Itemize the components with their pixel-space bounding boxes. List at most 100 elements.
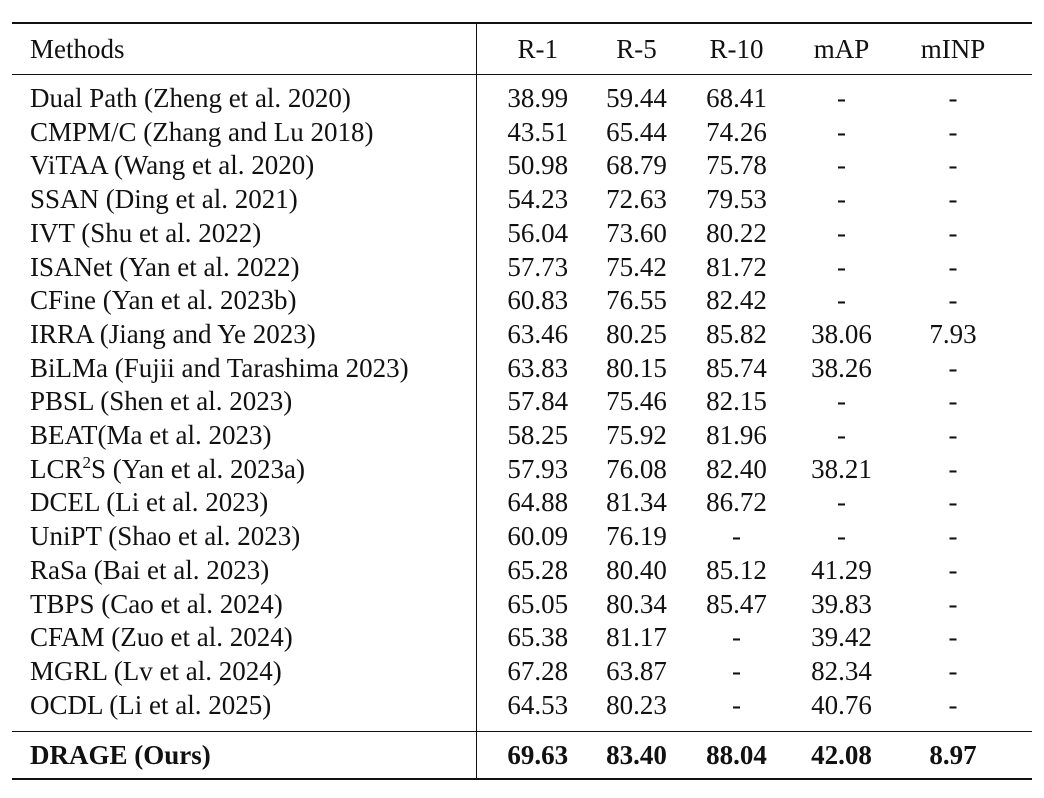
cell-r10: 86.72 [706, 487, 767, 518]
cell-map: - [837, 150, 846, 181]
ours-r1: 69.63 [507, 740, 569, 771]
cell-method: UniPT (Shao et al. 2023) [12, 520, 477, 554]
table-row: UniPT (Shao et al. 2023) 60.09 76.19 - - - [12, 520, 1032, 554]
cell-minp: - [948, 554, 958, 585]
cell-minp: 7.93 [929, 318, 977, 349]
table-row: CFine (Yan et al. 2023b) 60.83 76.55 82.42 -… [12, 284, 1032, 318]
cell-r5: 75.46 [606, 386, 667, 417]
table-row: LCR2S (Yan et al. 2023a) 57.93 76.08 82.40 3… [12, 452, 1032, 487]
cell-method: BEAT(Ma et al. 2023) [12, 419, 477, 453]
cell-r1: 65.28 [507, 554, 569, 585]
cell-map: - [837, 83, 846, 113]
cell-map: 41.29 [811, 554, 872, 585]
cell-method: Dual Path (Zheng et al. 2020) [12, 82, 477, 116]
cell-r10: 82.40 [706, 453, 767, 484]
cell-minp: - [948, 217, 958, 248]
ours-method: DRAGE (Ours) [12, 732, 477, 779]
ours-minp: 8.97 [929, 740, 977, 771]
table-row: BEAT(Ma et al. 2023) 58.25 75.92 81.96 - - [12, 419, 1032, 453]
cell-map: 82.34 [811, 655, 872, 686]
cell-map: - [837, 285, 846, 316]
cell-method: RaSa (Bai et al. 2023) [12, 553, 477, 588]
cell-r5: 72.63 [606, 184, 667, 215]
cell-method: ViTAA (Wang et al. 2020) [12, 149, 477, 184]
table-row: PBSL (Shen et al. 2023) 57.84 75.46 82.15 - - [12, 385, 1032, 420]
cell-method: TBPS (Cao et al. 2024) [12, 587, 477, 622]
cell-r1: 64.88 [507, 487, 569, 518]
cell-r10: 85.82 [706, 318, 767, 349]
cell-r1: 43.51 [507, 116, 569, 147]
cell-method: BiLMa (Fujii and Tarashima 2023) [12, 351, 477, 386]
cell-r10: - [732, 689, 741, 720]
cell-r10: 75.78 [706, 150, 767, 181]
cell-r1: 50.98 [507, 150, 569, 181]
cell-minp: - [948, 588, 958, 619]
cell-r5: 73.60 [606, 217, 667, 248]
cell-map: - [837, 184, 846, 215]
cell-method: IVT (Shu et al. 2022) [12, 216, 477, 251]
method-prefix: LCR [30, 453, 83, 484]
cell-map: 38.21 [811, 453, 872, 484]
cell-r1: 58.25 [507, 420, 569, 451]
cell-method: CFAM (Zuo et al. 2024) [12, 621, 477, 655]
cell-method: OCDL (Li et al. 2025) [12, 688, 477, 723]
cell-minp: - [948, 285, 958, 316]
cell-method: PBSL (Shen et al. 2023) [12, 385, 477, 420]
method-suffix: S (Yan et al. 2023a) [91, 453, 305, 484]
cell-map: - [837, 116, 846, 147]
top-rule [12, 22, 1032, 24]
cell-r1: 63.46 [507, 318, 569, 349]
header-rule [12, 74, 1032, 75]
cell-r10: 85.12 [706, 554, 767, 585]
table-row: IRRA (Jiang and Ye 2023) 63.46 80.25 85.82 3… [12, 317, 1032, 352]
cell-minp: - [948, 116, 958, 147]
table-row: CFAM (Zuo et al. 2024) 65.38 81.17 - 39.42 - [12, 621, 1032, 655]
cell-r1: 56.04 [507, 217, 569, 248]
cell-method: CMPM/C (Zhang and Lu 2018) [12, 115, 477, 150]
table-row: DCEL (Li et al. 2023) 64.88 81.34 86.72 - - [12, 486, 1032, 521]
cell-r5: 81.17 [606, 622, 667, 653]
results-table: Methods R-1 R-5 R-10 mAP mINP Dual Path … [12, 22, 1032, 781]
table-row: IVT (Shu et al. 2022) 56.04 73.60 80.22 - - [12, 216, 1032, 251]
cell-minp: - [948, 655, 958, 686]
ours-r5: 83.40 [606, 740, 667, 771]
cell-r1: 60.83 [507, 285, 569, 316]
cell-r5: 75.92 [606, 420, 667, 451]
header-methods: Methods [12, 24, 477, 74]
results-table-ours: DRAGE (Ours) 69.63 83.40 88.04 42.08 8.9… [12, 732, 1032, 779]
cell-r5: 76.08 [606, 453, 667, 484]
table-row: RaSa (Bai et al. 2023) 65.28 80.40 85.12 41.… [12, 553, 1032, 588]
cell-method: IRRA (Jiang and Ye 2023) [12, 317, 477, 352]
cell-minp: - [948, 83, 958, 113]
bottom-rule [12, 778, 1032, 781]
cell-r5: 80.40 [606, 554, 667, 585]
cell-map: - [837, 217, 846, 248]
cell-minp: - [948, 689, 958, 720]
cell-r5: 80.15 [606, 352, 667, 383]
cell-minp: - [948, 521, 958, 552]
cell-method: CFine (Yan et al. 2023b) [12, 284, 477, 318]
cell-r5: 80.23 [606, 689, 667, 720]
cell-r10: 74.26 [706, 116, 767, 147]
cell-r5: 80.34 [606, 588, 667, 619]
cell-minp: - [948, 352, 958, 383]
cell-r1: 64.53 [507, 689, 569, 720]
cell-map: - [837, 251, 846, 282]
table-row: OCDL (Li et al. 2025) 64.53 80.23 - 40.76 - [12, 688, 1032, 723]
cell-method: SSAN (Ding et al. 2021) [12, 183, 477, 217]
cell-r10: 85.74 [706, 352, 767, 383]
cell-map: 39.83 [811, 588, 872, 619]
ours-rule [12, 731, 1032, 733]
cell-minp: - [948, 150, 958, 181]
cell-method: LCR2S (Yan et al. 2023a) [12, 452, 477, 487]
cell-method: DCEL (Li et al. 2023) [12, 486, 477, 521]
cell-r1: 57.73 [507, 251, 569, 282]
cell-r10: - [732, 655, 741, 686]
cell-r10: 79.53 [706, 184, 767, 215]
cell-r10: - [732, 622, 741, 653]
cell-r10: 68.41 [706, 83, 767, 113]
cell-map: 39.42 [811, 622, 872, 653]
cell-r10: 81.72 [706, 251, 767, 282]
cell-r5: 81.34 [606, 487, 667, 518]
cell-r1: 60.09 [507, 521, 569, 552]
